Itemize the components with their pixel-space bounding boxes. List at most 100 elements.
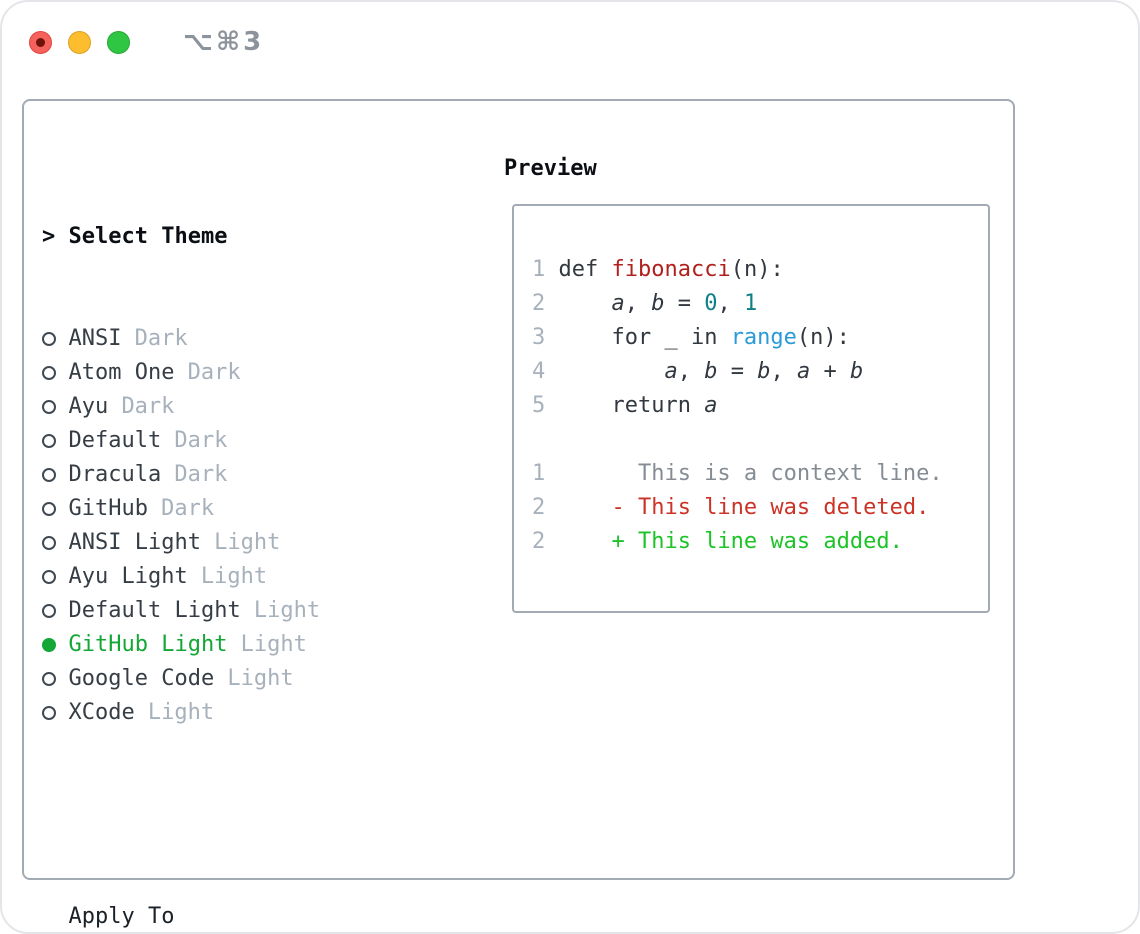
theme-option-dracula[interactable]: Dracula Dark — [42, 458, 413, 492]
theme-option-github[interactable]: GitHub Dark — [42, 492, 413, 526]
zoom-button[interactable] — [107, 30, 130, 54]
token-num: 1 — [743, 291, 758, 316]
token-code — [545, 291, 611, 316]
theme-picker-panel: > Select Theme ANSI Dark Atom One Dark Ayu Dar… — [22, 99, 1015, 929]
theme-name: Ayu — [68, 394, 109, 419]
token-var: a — [704, 393, 718, 418]
theme-variant: Light — [147, 700, 215, 725]
token-fn: fibonacci — [611, 257, 731, 282]
theme-variant: Dark — [174, 428, 228, 453]
modified-dot-icon — [36, 37, 45, 47]
theme-name: Dracula — [68, 462, 162, 487]
token-code: + — [810, 359, 850, 384]
theme-option-default-light[interactable]: Default Light Light — [42, 594, 413, 628]
theme-name: ANSI — [68, 326, 122, 351]
preview-title: Preview — [504, 156, 597, 181]
line-number: 4 — [532, 359, 546, 384]
radio-icon — [42, 400, 56, 414]
theme-option-google-code[interactable]: Google Code Light — [42, 662, 413, 696]
token-var: b — [849, 359, 864, 384]
theme-option-ansi[interactable]: ANSI Dark — [42, 322, 413, 356]
token-var: b — [651, 291, 665, 316]
radio-icon — [42, 332, 56, 346]
radio-icon — [42, 536, 56, 550]
code-line: 2 a, b = 0, 1 — [532, 287, 988, 321]
spacer — [42, 798, 413, 832]
radio-cell — [42, 390, 69, 424]
theme-list: ANSI Dark Atom One Dark Ayu Dark Default Dark Dr… — [42, 322, 413, 730]
token-code: , — [624, 291, 652, 316]
theme-name: GitHub Light — [68, 632, 228, 657]
theme-name: Ayu Light — [68, 564, 188, 589]
theme-variant: Dark — [174, 462, 228, 487]
code-line: 4 a, b = b, a + b — [532, 355, 988, 389]
token-var: a — [796, 359, 811, 384]
theme-name: ANSI Light — [68, 530, 201, 555]
code-line — [532, 423, 988, 457]
token-builtin: range — [730, 325, 797, 350]
theme-option-ayu[interactable]: Ayu Dark — [42, 390, 413, 424]
token-add: + This line was added. — [545, 529, 903, 554]
select-theme-title: Select Theme — [68, 224, 228, 249]
token-code: (n): — [730, 257, 784, 282]
theme-variant: Dark — [134, 326, 188, 351]
token-var: a — [664, 359, 678, 384]
theme-name: Default — [68, 428, 162, 453]
theme-option-ayu-light[interactable]: Ayu Light Light — [42, 560, 413, 594]
token-var: b — [704, 359, 718, 384]
theme-option-default[interactable]: Default Dark — [42, 424, 413, 458]
line-number: 2 — [532, 529, 546, 554]
token-var: b — [757, 359, 771, 384]
token-code: = — [664, 291, 705, 316]
token-var: a — [611, 291, 625, 316]
theme-variant: Dark — [187, 360, 241, 385]
window-title: ⌥⌘3 — [183, 27, 265, 57]
theme-name: Atom One — [68, 360, 175, 385]
radio-icon — [42, 502, 56, 516]
code-line: 2 + This line was added. — [532, 525, 988, 559]
radio-cell — [42, 424, 69, 458]
theme-variant: Light — [227, 666, 294, 691]
theme-variant: Light — [253, 598, 321, 623]
theme-name: Default Light — [68, 598, 241, 623]
radio-icon — [42, 706, 56, 720]
radio-cell — [42, 696, 69, 730]
radio-cell — [42, 526, 69, 560]
token-code: for _ in — [545, 325, 731, 350]
token-ctx: This is a context line. — [545, 461, 943, 486]
line-number: 2 — [532, 291, 546, 316]
token-code: = — [717, 359, 758, 384]
radio-icon — [42, 434, 56, 448]
minimize-button[interactable] — [68, 30, 91, 54]
token-code: , — [677, 359, 705, 384]
theme-option-atom-one[interactable]: Atom One Dark — [42, 356, 413, 390]
theme-option-xcode[interactable]: XCode Light — [42, 696, 413, 730]
token-code: , — [770, 359, 797, 384]
radio-cell — [42, 322, 69, 356]
code-line: 1 def fibonacci(n): — [532, 253, 988, 287]
line-number: 1 — [532, 461, 546, 486]
line-number: 2 — [532, 495, 546, 520]
radio-icon — [42, 366, 56, 380]
theme-option-github-light[interactable]: GitHub Light Light — [42, 628, 413, 662]
code-line: 3 for _ in range(n): — [532, 321, 988, 355]
code-line: 2 - This line was deleted. — [532, 491, 988, 525]
prompt-caret-icon: > — [42, 224, 56, 249]
code-line: 1 This is a context line. — [532, 457, 988, 491]
titlebar: ⌥⌘3 — [29, 27, 264, 57]
theme-name: XCode — [68, 700, 135, 725]
apply-to-header-row: Apply To — [42, 900, 413, 932]
close-button[interactable] — [29, 30, 52, 54]
theme-name: GitHub — [68, 496, 148, 521]
radio-selected-icon — [42, 638, 56, 652]
theme-option-ansi-light[interactable]: ANSI Light Light — [42, 526, 413, 560]
token-code — [545, 359, 664, 384]
radio-cell — [42, 356, 69, 390]
radio-cell — [42, 628, 69, 662]
radio-cell — [42, 560, 69, 594]
select-theme-header: > Select Theme — [42, 220, 413, 254]
token-code: , — [717, 291, 744, 316]
radio-cell — [42, 594, 69, 628]
